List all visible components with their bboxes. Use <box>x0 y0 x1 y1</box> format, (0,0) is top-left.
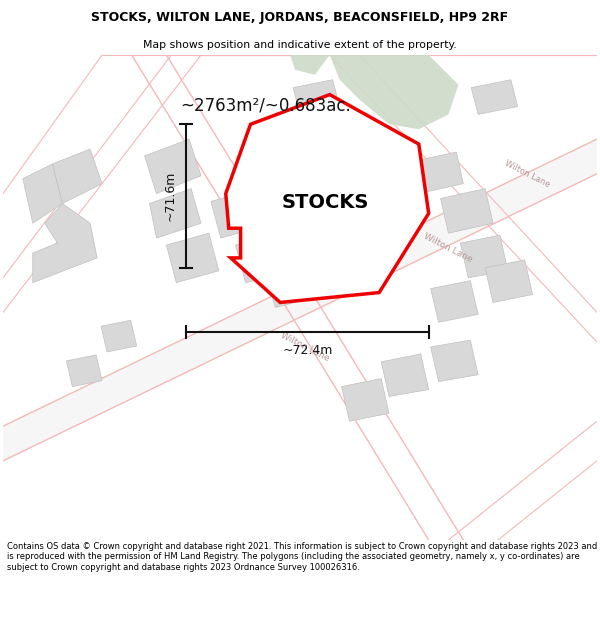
Text: STOCKS: STOCKS <box>282 193 369 212</box>
Polygon shape <box>101 320 137 352</box>
Polygon shape <box>293 80 340 114</box>
Polygon shape <box>166 233 219 282</box>
Text: Contains OS data © Crown copyright and database right 2021. This information is : Contains OS data © Crown copyright and d… <box>7 542 598 571</box>
Polygon shape <box>431 340 478 382</box>
Text: STOCKS, WILTON LANE, JORDANS, BEACONSFIELD, HP9 2RF: STOCKS, WILTON LANE, JORDANS, BEACONSFIE… <box>91 11 509 24</box>
Polygon shape <box>3 139 597 461</box>
Polygon shape <box>471 80 518 114</box>
Polygon shape <box>67 355 102 387</box>
Polygon shape <box>381 354 428 396</box>
Polygon shape <box>226 94 428 302</box>
Polygon shape <box>460 235 508 278</box>
Polygon shape <box>440 189 493 233</box>
Polygon shape <box>53 149 102 204</box>
Text: ~2763m²/~0.683ac.: ~2763m²/~0.683ac. <box>180 96 351 114</box>
Polygon shape <box>290 55 329 75</box>
Polygon shape <box>485 260 533 302</box>
Polygon shape <box>211 189 265 238</box>
Polygon shape <box>145 139 201 194</box>
Polygon shape <box>431 281 478 322</box>
Text: Wilton Lane: Wilton Lane <box>422 232 475 264</box>
Text: Wilton Lane: Wilton Lane <box>503 159 552 189</box>
Polygon shape <box>329 55 458 129</box>
Polygon shape <box>149 189 201 238</box>
Polygon shape <box>23 164 62 223</box>
Text: Map shows position and indicative extent of the property.: Map shows position and indicative extent… <box>143 39 457 49</box>
Polygon shape <box>265 261 315 308</box>
Polygon shape <box>411 152 463 194</box>
Polygon shape <box>33 204 97 282</box>
Text: Wilton Lane: Wilton Lane <box>279 331 331 363</box>
Polygon shape <box>341 379 389 421</box>
Text: ~71.6m: ~71.6m <box>163 171 176 221</box>
Polygon shape <box>236 235 285 282</box>
Text: ~72.4m: ~72.4m <box>282 344 332 357</box>
